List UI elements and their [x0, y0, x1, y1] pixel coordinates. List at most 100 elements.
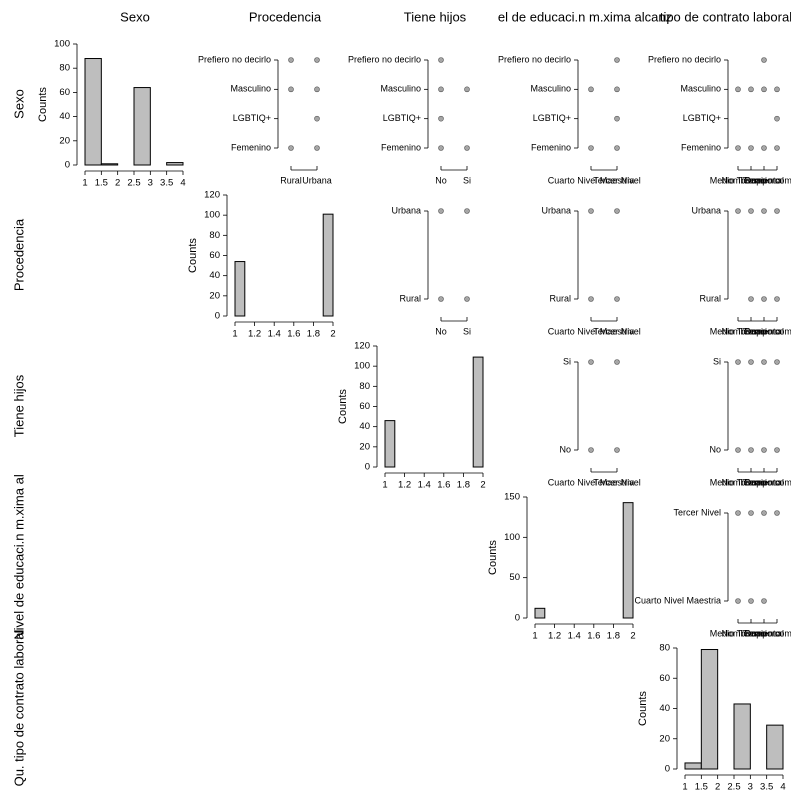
point [774, 145, 780, 151]
y-tick-label: 80 [359, 381, 370, 392]
x-tick-label: Nombramiento [721, 175, 780, 185]
bar [100, 163, 119, 166]
y-tick-label: 0 [665, 764, 670, 775]
point [614, 115, 620, 122]
column-title: el de educaci.n m.xima alcanz [498, 9, 672, 24]
y-tick-label: Prefiero no decirlo [348, 54, 421, 64]
y-tick-label: 0 [215, 311, 220, 322]
y-tick-label: Femenino [681, 142, 721, 152]
x-tick-label: 1 [382, 480, 387, 491]
bar [534, 607, 546, 619]
point [761, 447, 767, 453]
point [774, 359, 780, 365]
point [464, 208, 470, 214]
point [748, 145, 754, 151]
point [774, 510, 780, 516]
point [588, 208, 594, 214]
y-tick-label: 20 [59, 135, 70, 146]
x-tick-label: 1 [82, 178, 87, 189]
x-tick-label: 1.4 [568, 631, 581, 642]
point [588, 145, 594, 151]
point [774, 115, 780, 122]
x-tick-label: 1.6 [437, 480, 450, 491]
y-tick-label: 0 [365, 462, 370, 473]
point [735, 145, 741, 151]
y-tick-label: 60 [359, 401, 370, 412]
point [735, 447, 741, 453]
x-tick-label: 1.6 [587, 631, 600, 642]
point [438, 208, 444, 214]
x-tick-label: 1 [682, 782, 687, 791]
point [761, 57, 767, 63]
y-tick-label: Si [563, 356, 571, 366]
bar [700, 649, 719, 770]
point [735, 86, 741, 93]
y-tick-label: LGBTIQ+ [383, 113, 421, 123]
row-title: Procedencia [11, 218, 26, 291]
x-tick-label: Ocasional [744, 628, 784, 638]
point [314, 57, 320, 63]
y-tick-label: Urbana [691, 205, 721, 215]
y-tick-label: 40 [659, 703, 670, 714]
y-tick-label: 0 [65, 160, 70, 171]
point [614, 359, 620, 365]
point [614, 208, 620, 214]
column-title: Procedencia [249, 9, 322, 24]
y-tick-label: 60 [59, 87, 70, 98]
bar [133, 87, 151, 166]
y-tick-label: 100 [504, 532, 520, 543]
point [748, 510, 754, 516]
point [735, 208, 741, 214]
point [464, 145, 470, 151]
point [761, 598, 767, 604]
x-tick-label: Tercer Nivel [593, 477, 641, 487]
bar [472, 356, 484, 468]
point [288, 86, 294, 93]
y-tick-label: 0 [515, 613, 520, 624]
y-axis-label: Counts [187, 238, 199, 273]
point [748, 598, 754, 604]
point [774, 86, 780, 93]
y-axis-label: Counts [337, 389, 349, 424]
y-tick-label: Masculino [230, 84, 271, 94]
point [438, 115, 444, 122]
y-tick-label: 80 [659, 643, 670, 654]
x-tick-label: 1.8 [457, 480, 470, 491]
y-tick-label: Masculino [530, 84, 571, 94]
y-tick-label: 20 [659, 733, 670, 744]
y-tick-label: Prefiero no decirlo [648, 54, 721, 64]
y-tick-label: No [559, 444, 571, 454]
point [774, 208, 780, 214]
y-tick-label: Prefiero no decirlo [198, 54, 271, 64]
x-tick-label: 1.2 [398, 480, 411, 491]
point [735, 510, 741, 516]
x-tick-label: 2 [715, 782, 720, 791]
x-tick-label: Nombramiento [721, 477, 780, 487]
x-tick-label: 2.5 [127, 178, 140, 189]
x-tick-label: Tiempo completo [743, 477, 791, 487]
bar [733, 703, 751, 770]
x-tick-label: 2 [480, 480, 485, 491]
x-tick-label: 3.5 [160, 178, 173, 189]
y-tick-label: 100 [204, 210, 220, 221]
y-tick-label: Cuarto Nivel Maestria [634, 595, 721, 605]
y-axis-label: Counts [637, 691, 649, 726]
x-tick-label: Tiempo completo [743, 326, 791, 336]
y-tick-label: Rural [399, 293, 421, 303]
point [588, 447, 594, 453]
x-tick-label: No [435, 326, 447, 336]
x-tick-label: 1.8 [607, 631, 620, 642]
x-tick-label: 2 [330, 329, 335, 340]
x-tick-label: Medio Tiempo [710, 326, 767, 336]
x-tick-label: Urbana [302, 175, 332, 185]
point [288, 57, 294, 63]
x-tick-label: 2 [630, 631, 635, 642]
point [774, 447, 780, 453]
x-tick-label: Si [463, 175, 471, 185]
x-tick-label: 1.6 [287, 329, 300, 340]
point [314, 86, 320, 93]
x-tick-label: 3 [748, 782, 753, 791]
x-tick-label: Tiempo completo [743, 175, 791, 185]
point [748, 296, 754, 302]
